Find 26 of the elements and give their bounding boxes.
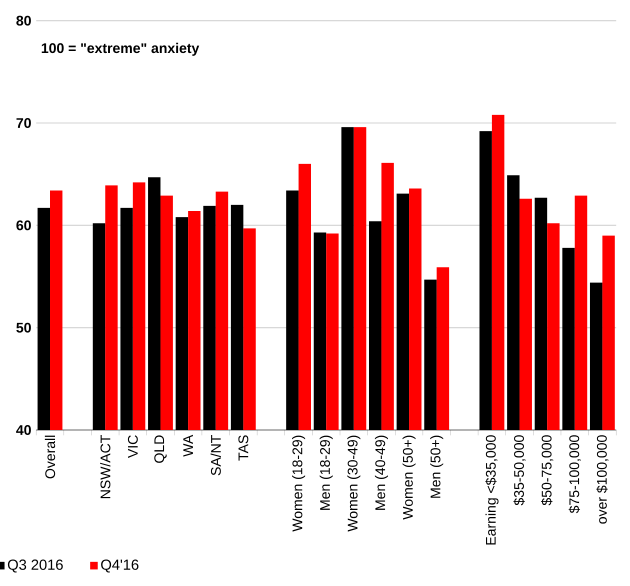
x-tick-label: Earning <$35,000: [485, 435, 499, 544]
x-tick-label: $35-50,000: [513, 435, 526, 506]
y-tick-label: 40: [16, 425, 31, 435]
x-tick-label: Men (40-49): [374, 436, 388, 510]
x-tick-label: VIC: [128, 435, 138, 458]
annotation: 100 = "extreme" anxiety: [42, 42, 200, 56]
x-tick-label: QLD: [154, 435, 167, 463]
legend-label: Q3 2016: [8, 560, 63, 573]
x-tick-label: TAS: [238, 435, 248, 461]
x-tick-label: $50-75,000: [541, 435, 554, 506]
legend-label: Q4'16: [101, 560, 138, 573]
x-tick-label: Women (30-49): [347, 436, 360, 532]
x-tick-label: WA: [183, 434, 193, 457]
y-tick-label: 50: [16, 322, 31, 333]
y-tick-label: 80: [16, 16, 31, 26]
x-tick-label: Men (18-29): [320, 436, 333, 510]
x-tick-label: over $100,000: [596, 435, 608, 524]
y-tick-label: 60: [16, 220, 31, 230]
x-tick-label: SA/NT: [210, 435, 221, 476]
x-tick-label: Women (18-29): [292, 436, 306, 532]
x-tick-label: $75-100,000: [568, 435, 581, 514]
x-tick-label: Men (50+): [430, 436, 444, 498]
x-tick-label: NSW/ACT: [100, 435, 110, 498]
y-tick-label: 70: [16, 118, 31, 128]
x-tick-label: Overall: [44, 436, 56, 478]
x-tick-label: Women (50+): [402, 436, 416, 520]
